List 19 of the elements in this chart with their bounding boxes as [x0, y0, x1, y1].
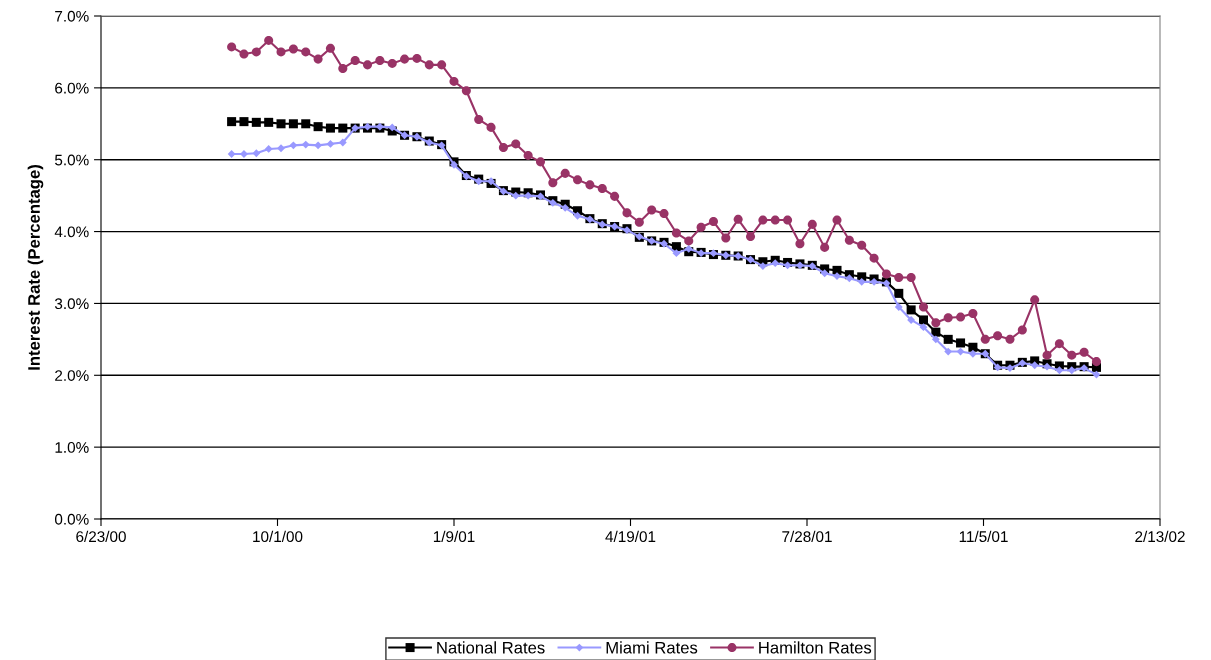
legend-label: National Rates [437, 641, 545, 654]
x-tick-label: 10/1/00 [253, 530, 303, 543]
y-tick-label: 7.0% [55, 10, 89, 22]
y-tick-label: 4.0% [54, 226, 89, 238]
legend-label: Miami Rates [606, 641, 698, 654]
y-tick-label: 1.0% [55, 442, 89, 453]
y-axis-title: Interest Rate (Percentage) [27, 165, 44, 370]
y-tick-label: 6.0% [55, 82, 89, 94]
y-tick-label: 5.0% [54, 154, 89, 166]
x-tick-label: 2/13/02 [1135, 530, 1185, 543]
legend-label: Hamilton Rates [759, 641, 872, 654]
x-tick-label: 7/28/01 [782, 530, 832, 543]
y-tick-label: 0.0% [54, 513, 89, 525]
y-tick-label: 3.0% [54, 298, 89, 310]
x-tick-label: 11/5/01 [959, 530, 1008, 543]
x-tick-label: 1/9/01 [433, 530, 475, 543]
x-tick-label: 6/23/00 [76, 530, 126, 543]
x-tick-label: 4/19/01 [605, 530, 656, 543]
y-tick-label: 2.0% [55, 370, 89, 381]
